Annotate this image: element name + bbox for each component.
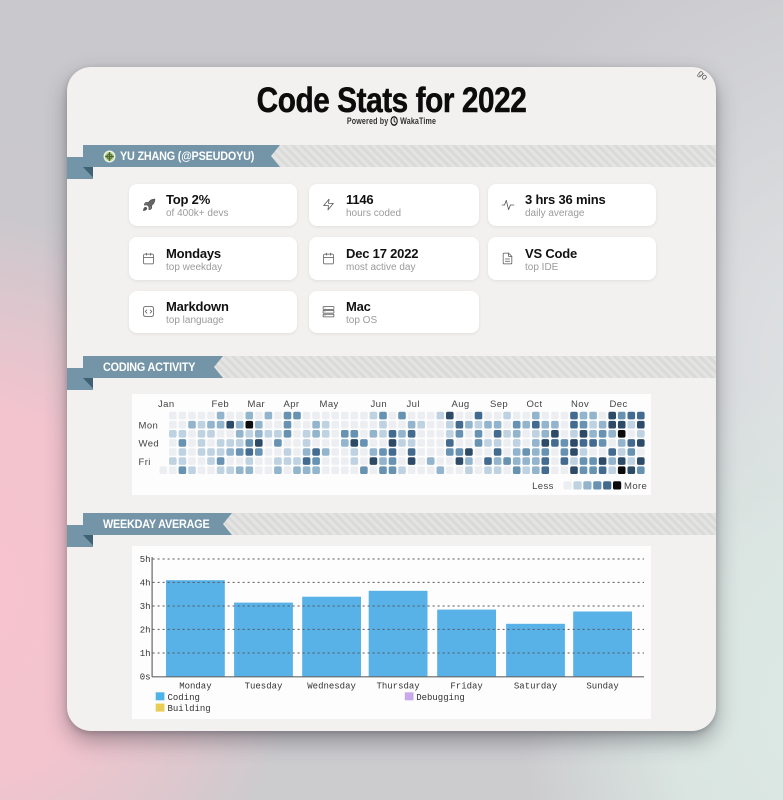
svg-text:Mar: Mar	[247, 399, 265, 410]
svg-text:Wed: Wed	[138, 439, 159, 450]
svg-text:Less: Less	[532, 481, 554, 492]
svg-text:Fri: Fri	[138, 457, 150, 468]
svg-text:1h: 1h	[139, 649, 150, 659]
svg-text:Building: Building	[167, 704, 210, 714]
svg-text:3h: 3h	[139, 602, 150, 612]
svg-text:May: May	[319, 399, 338, 410]
svg-text:Friday: Friday	[450, 682, 483, 692]
svg-text:Oct: Oct	[526, 399, 542, 410]
svg-text:Saturday: Saturday	[513, 682, 557, 692]
svg-text:Nov: Nov	[571, 399, 589, 410]
svg-text:Sep: Sep	[490, 399, 508, 410]
svg-text:More: More	[624, 481, 647, 492]
svg-text:Dec: Dec	[609, 399, 627, 410]
svg-text:Aug: Aug	[451, 399, 469, 410]
svg-text:Tuesday: Tuesday	[244, 682, 282, 692]
svg-text:Feb: Feb	[211, 399, 229, 410]
svg-text:Wednesday: Wednesday	[307, 682, 356, 692]
svg-text:0s: 0s	[139, 673, 150, 683]
svg-text:Jun: Jun	[370, 399, 387, 410]
svg-text:Jul: Jul	[406, 399, 419, 410]
svg-text:Apr: Apr	[283, 399, 299, 410]
svg-text:4h: 4h	[139, 578, 150, 588]
svg-text:Debugging: Debugging	[416, 693, 465, 703]
svg-text:Monday: Monday	[179, 682, 212, 692]
svg-text:Mon: Mon	[138, 421, 158, 432]
svg-text:Sunday: Sunday	[586, 682, 619, 692]
svg-text:2h: 2h	[139, 625, 150, 635]
svg-text:Jan: Jan	[158, 399, 175, 410]
svg-text:Thursday: Thursday	[376, 682, 420, 692]
svg-text:Coding: Coding	[167, 693, 199, 703]
svg-text:5h: 5h	[139, 555, 150, 565]
